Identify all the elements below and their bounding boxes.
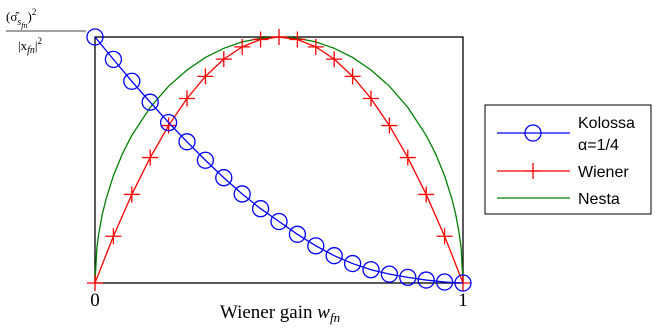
data-point-wiener <box>197 68 214 85</box>
data-point-wiener <box>363 90 379 107</box>
legend-marker-wiener <box>525 163 541 179</box>
data-point-wiener <box>399 149 416 166</box>
data-point-kolossa <box>380 265 399 283</box>
series-wiener <box>87 29 471 291</box>
series-layer <box>86 28 472 292</box>
legend-entry-kolossa: Kolossa α=1/4 <box>497 115 635 154</box>
data-point-wiener <box>142 149 159 166</box>
data-point-wiener <box>289 31 306 48</box>
data-point-kolossa <box>270 212 288 231</box>
data-point-kolossa <box>159 113 178 132</box>
series-kolossa <box>86 28 472 292</box>
legend-entry-nesta: Nesta <box>497 191 620 208</box>
data-point-kolossa <box>417 271 435 289</box>
data-point-wiener <box>179 90 195 107</box>
data-point-kolossa <box>251 200 270 218</box>
data-point-kolossa <box>399 268 417 286</box>
x-tick-label: 0 <box>90 290 100 311</box>
data-point-kolossa <box>104 50 123 69</box>
data-point-kolossa <box>343 254 362 273</box>
legend-label-nesta: Nesta <box>578 191 620 208</box>
y-label-numerator: (σ̂sfn)2 <box>6 7 36 30</box>
legend-entry-wiener: Wiener <box>497 163 629 181</box>
data-point-wiener <box>215 51 232 68</box>
y-label-denominator: |xfn|2 <box>18 36 42 56</box>
data-point-wiener <box>271 29 287 45</box>
data-point-kolossa <box>141 93 159 111</box>
data-point-wiener <box>105 228 122 245</box>
data-point-wiener <box>123 186 140 203</box>
data-point-kolossa <box>362 261 380 279</box>
data-point-wiener <box>344 68 361 85</box>
data-point-kolossa <box>123 72 141 90</box>
data-point-wiener <box>381 117 398 134</box>
data-point-kolossa <box>86 28 104 46</box>
data-point-kolossa <box>435 273 454 291</box>
data-point-wiener <box>234 38 251 55</box>
data-point-kolossa <box>454 274 472 292</box>
legend-label-kolossa-alpha: α=1/4 <box>578 137 619 154</box>
data-point-kolossa <box>307 237 325 255</box>
x-tick-label: 1 <box>458 290 468 311</box>
legend-marker-kolossa <box>524 124 542 142</box>
data-point-wiener <box>252 31 269 48</box>
legend-label-wiener: Wiener <box>578 164 629 181</box>
legend-box <box>484 104 652 215</box>
data-point-wiener <box>326 51 343 68</box>
series-line-kolossa <box>94 36 464 284</box>
legend: Kolossa α=1/4 Wiener Nesta <box>484 104 652 215</box>
data-point-wiener <box>418 186 435 203</box>
data-point-kolossa <box>215 169 233 187</box>
data-point-kolossa <box>178 133 196 151</box>
legend-label-kolossa: Kolossa <box>578 115 635 132</box>
x-axis-label: Wiener gain wfn <box>220 302 340 325</box>
data-point-kolossa <box>288 225 307 243</box>
data-point-wiener <box>307 38 324 55</box>
data-point-kolossa <box>325 247 343 265</box>
data-point-kolossa <box>196 151 215 169</box>
data-point-wiener <box>436 228 453 245</box>
data-point-kolossa <box>233 185 251 203</box>
data-point-wiener <box>87 275 103 291</box>
y-axis-label: (σ̂sfn)2 |xfn|2 <box>6 7 86 56</box>
